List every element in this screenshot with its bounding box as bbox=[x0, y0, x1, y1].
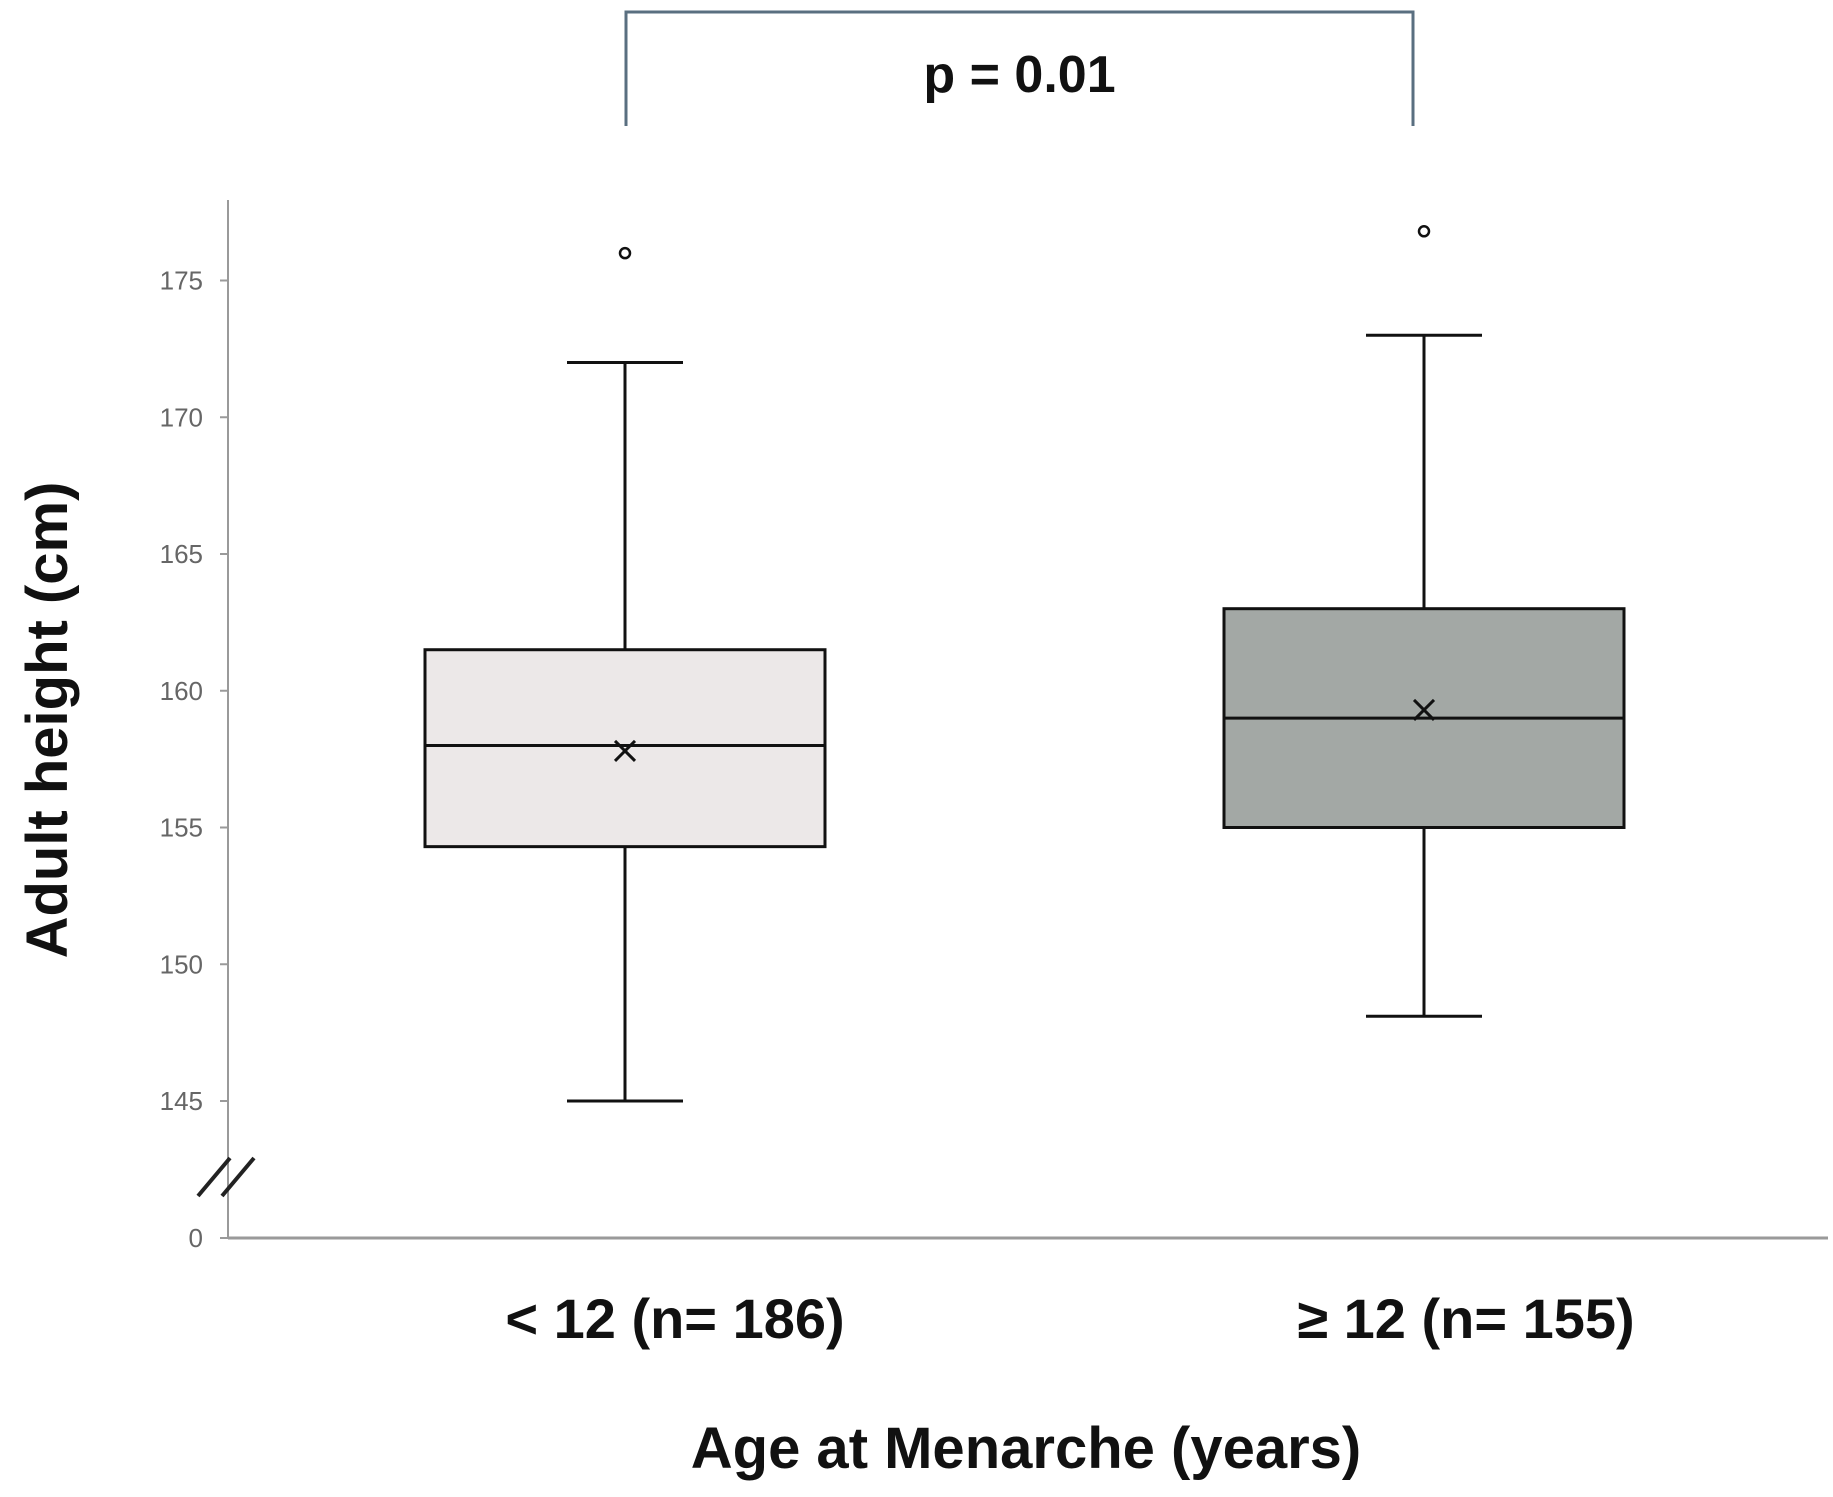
box-series bbox=[423, 225, 1626, 1103]
x-axis-title: Age at Menarche (years) bbox=[691, 1416, 1361, 1481]
y-tick-label: 155 bbox=[160, 813, 203, 843]
y-tick-label: 165 bbox=[160, 539, 203, 569]
mean-marker-stroke bbox=[613, 739, 637, 762]
y-tick-label: 150 bbox=[160, 949, 203, 979]
mean-marker bbox=[613, 739, 637, 762]
mean-marker bbox=[1412, 698, 1436, 721]
iqr-box bbox=[423, 648, 827, 849]
y-tick-label: 170 bbox=[160, 402, 203, 432]
box-group bbox=[1222, 225, 1626, 1018]
y-tick-label: 175 bbox=[160, 266, 203, 296]
outlier-point bbox=[618, 246, 632, 260]
p-value-annotation: p = 0.01 bbox=[923, 46, 1115, 104]
category-label-12-and-over: ≥ 12 (n= 155) bbox=[1297, 1287, 1634, 1350]
axis-break-marks bbox=[196, 1156, 256, 1198]
mean-marker-stroke bbox=[1412, 698, 1436, 721]
category-label-under-12: < 12 (n= 186) bbox=[505, 1287, 844, 1350]
significance-bracket: p = 0.01 bbox=[624, 10, 1415, 126]
y-tick-label: 0 bbox=[189, 1223, 203, 1253]
bracket-line bbox=[624, 10, 1415, 126]
outlier-point bbox=[1417, 225, 1431, 238]
y-tick-label: 160 bbox=[160, 676, 203, 706]
box-group bbox=[423, 246, 827, 1103]
y-axis-ticks: 0 145 150 155 160 165 170 175 bbox=[160, 266, 228, 1253]
y-tick-label: 145 bbox=[160, 1086, 203, 1116]
y-axis-title: Adult height (cm) bbox=[15, 482, 80, 959]
